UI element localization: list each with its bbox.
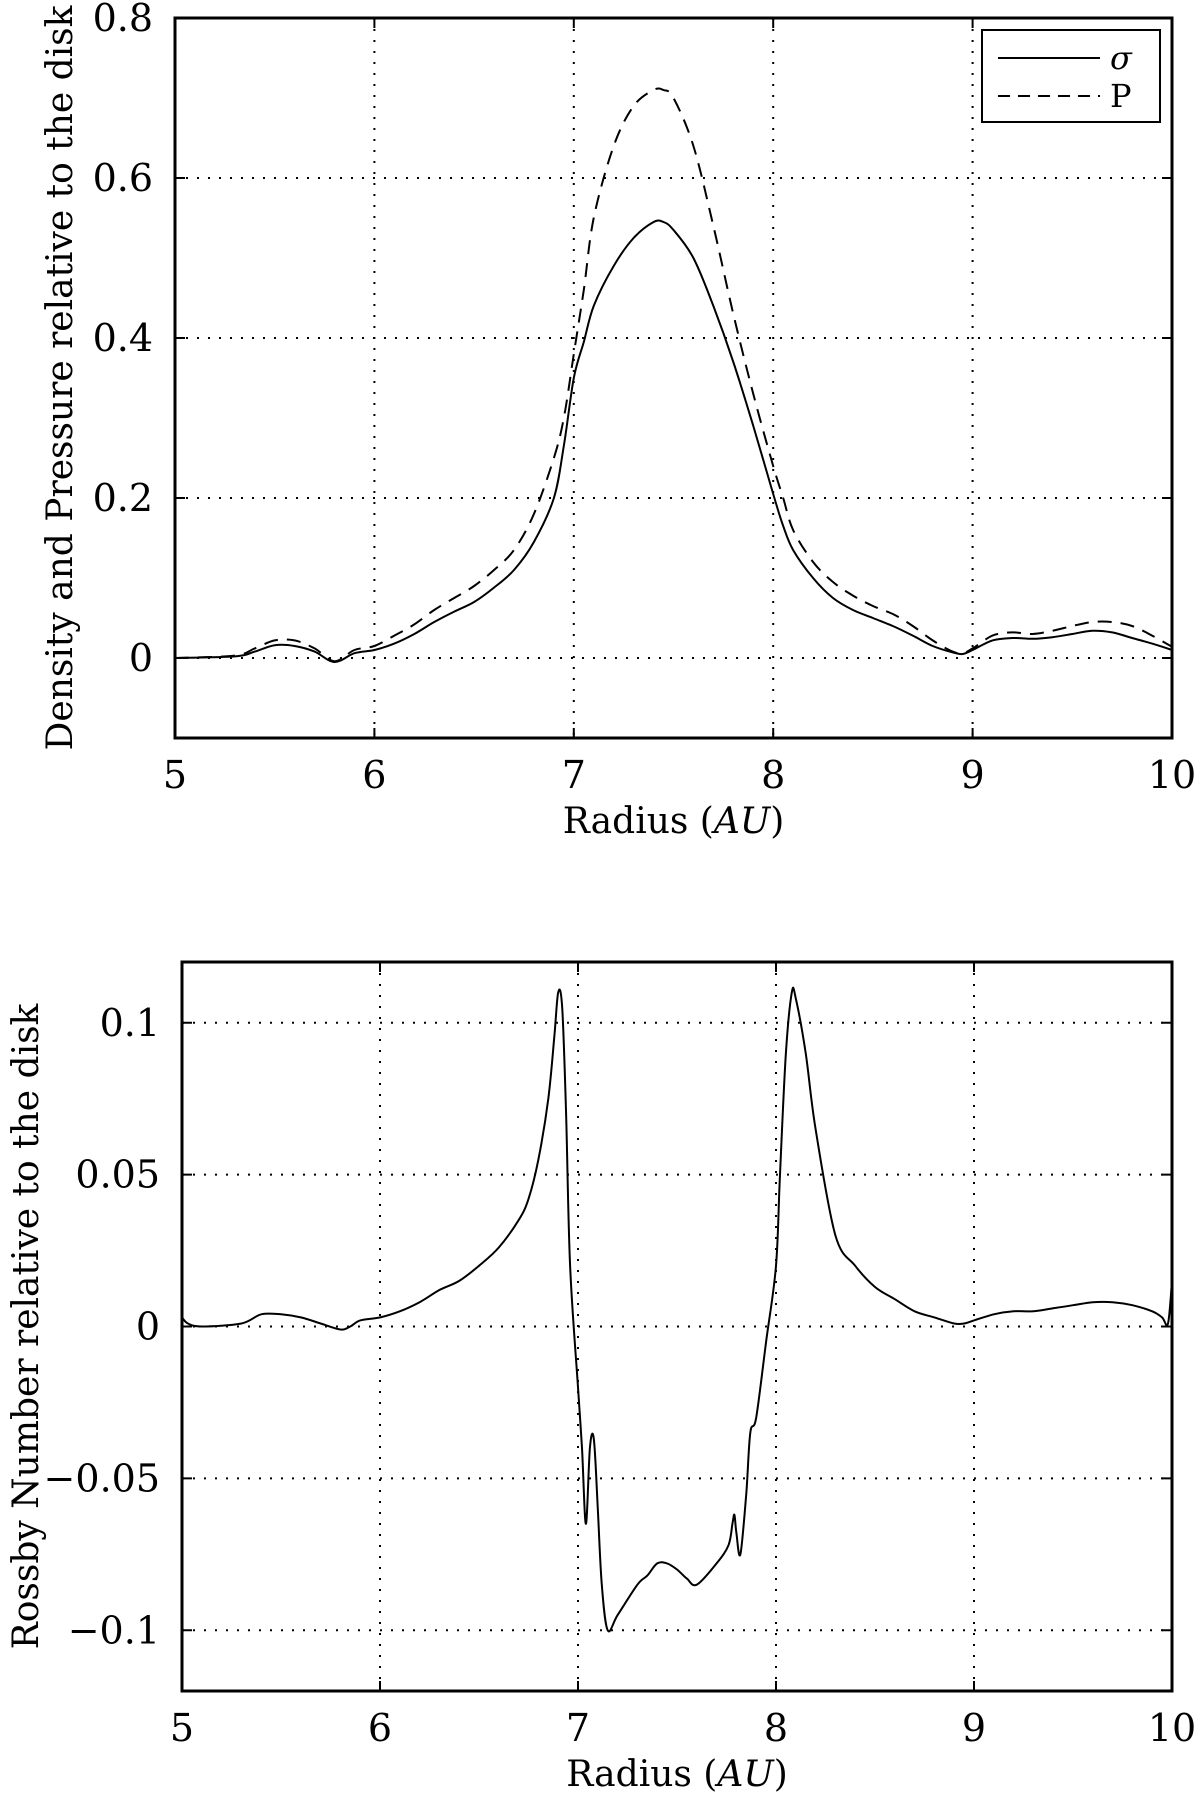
legend-label-sigma: σ [1110,39,1133,77]
y-tick-label: 0.6 [93,156,153,200]
y-tick-label: 0 [136,1305,160,1349]
y-tick-label: 0.2 [93,476,153,520]
series-layer [174,87,1173,663]
legend-box [981,29,1161,123]
series-line-rossby [181,986,1173,1633]
x-tick-label: 5 [163,753,187,797]
x-tick-label: 7 [566,1706,590,1750]
x-tick-label: 9 [961,753,985,797]
y-tick-labels: −0.1 −0.05 0 0.05 0.1 [44,1001,160,1653]
x-tick-label: 6 [362,753,386,797]
density-pressure-chart: 5 6 7 8 9 10 0 0.2 0.4 0.6 0.8 Radius (AU) Densit… [40,0,1196,842]
rossby-number-chart: 5 6 7 8 9 10 −0.1 −0.05 0 0.05 0.1 Radius (AU) Ro… [6,960,1196,1795]
x-axis-label-unit: AU [711,801,772,842]
axis-ticks [174,17,1173,738]
x-axis-label-text: Radius ( [566,1754,717,1795]
plot-frame [173,16,1174,740]
legend-label-pressure: P [1110,77,1132,115]
x-tick-label: 5 [170,1706,194,1750]
x-axis-label: Radius (AU) [563,801,785,842]
y-tick-label: −0.1 [68,1608,160,1652]
y-tick-label: 0.05 [75,1153,160,1197]
series-line-sigma [174,219,1173,663]
y-tick-label: 0.8 [93,0,153,40]
grid-lines [175,18,1172,738]
y-tick-label: 0.4 [93,316,153,360]
x-tick-label: 10 [1148,753,1196,797]
y-tick-label: 0.1 [100,1001,160,1045]
y-tick-labels: 0 0.2 0.4 0.6 0.8 [93,0,153,680]
x-axis-label-text: Radius ( [563,801,714,842]
x-axis-label-close: ) [774,1754,788,1795]
x-tick-label: 7 [562,753,586,797]
x-tick-label: 10 [1148,1706,1196,1750]
x-tick-labels: 5 6 7 8 9 10 [170,1706,1196,1750]
x-tick-label: 8 [761,753,785,797]
y-axis-label: Rossby Number relative to the disk [6,1002,47,1649]
y-tick-label: 0 [129,636,153,680]
x-axis-label: Radius (AU) [566,1754,788,1795]
y-tick-label: −0.05 [44,1456,160,1500]
series-line-pressure [174,87,1173,663]
series-layer [181,986,1173,1633]
x-tick-label: 6 [368,1706,392,1750]
x-tick-labels: 5 6 7 8 9 10 [163,753,1196,797]
y-axis-label: Density and Pressure relative to the dis… [40,4,81,750]
grid-lines [182,962,1172,1691]
x-tick-label: 8 [764,1706,788,1750]
axis-ticks [181,962,1173,1691]
legend: σ P [981,29,1161,123]
x-axis-label-close: ) [770,801,784,842]
x-tick-label: 9 [962,1706,986,1750]
x-axis-label-unit: AU [714,1754,775,1795]
